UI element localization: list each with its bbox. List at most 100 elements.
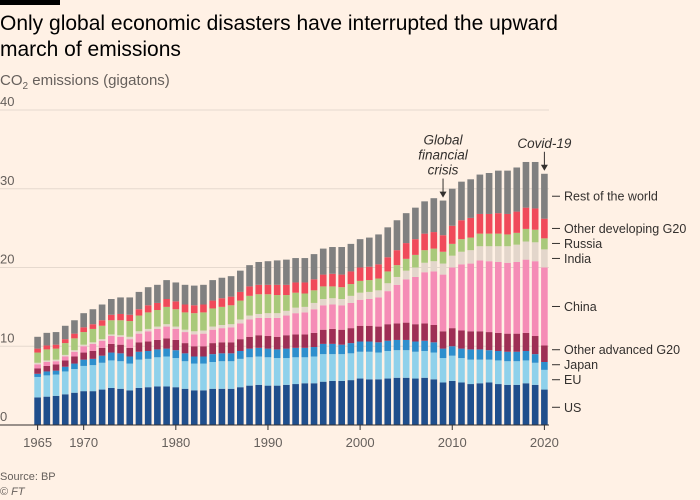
bar-segment (108, 360, 115, 388)
bar-segment (402, 322, 410, 340)
bar-segment (458, 220, 465, 240)
bar-segment (190, 356, 198, 364)
bar-segment (347, 271, 355, 285)
bar-segment (412, 267, 419, 277)
bar-segment (402, 258, 410, 271)
bar-segment (126, 314, 134, 322)
bar-segment (504, 384, 511, 425)
bar-segment (375, 290, 382, 298)
bar-segment (89, 342, 97, 344)
bar-segment (190, 305, 198, 314)
bar-segment (439, 274, 447, 332)
bar-segment (61, 354, 69, 357)
bar-segment (209, 343, 216, 355)
bar-segment (43, 371, 51, 376)
bar-segment (246, 265, 253, 287)
bar-segment (255, 335, 263, 348)
bar-segment (43, 365, 51, 372)
bar-segment (163, 306, 170, 325)
bar-segment (154, 284, 161, 303)
bar-segment (135, 359, 143, 388)
annotation-text: crisis (428, 163, 459, 178)
bar-segment (531, 242, 539, 262)
x-tick-label: 2020 (530, 435, 559, 450)
bar-segment (402, 377, 410, 425)
bar-segment (412, 351, 419, 379)
bar-segment (89, 324, 97, 329)
bar-segment (292, 357, 299, 385)
bar-segment (190, 346, 198, 357)
bar-segment (495, 246, 502, 262)
bar-segment (154, 339, 161, 350)
bar-segment (98, 320, 106, 326)
ft-top-bar (0, 0, 60, 5)
bar-segment (329, 247, 336, 274)
bar-segment (200, 363, 207, 391)
bar-segment (329, 286, 336, 299)
bar-segment (319, 354, 327, 382)
bar-segment (531, 362, 539, 385)
bar-segment (135, 387, 143, 425)
bar-segment (310, 302, 318, 310)
bar-segment (338, 287, 345, 299)
bar-segment (80, 344, 87, 347)
bar-segment (495, 261, 502, 333)
bar-segment (301, 293, 309, 307)
bar-segment (80, 327, 87, 333)
bar-segment (218, 342, 226, 354)
bar-segment (246, 286, 253, 296)
bar-segment (329, 354, 336, 381)
bar-segment (255, 284, 263, 295)
bar-segment (98, 389, 106, 425)
bar-segment (144, 350, 152, 359)
bar-segment (255, 261, 263, 285)
bar-segment (301, 306, 309, 313)
bar-segment (273, 358, 281, 386)
bar-segment (513, 333, 521, 352)
bar-segment (237, 387, 244, 425)
bar-segment (117, 353, 124, 362)
bar-segment (200, 312, 207, 331)
bar-segment (347, 328, 355, 344)
bar-segment (43, 360, 51, 362)
bar-segment (476, 331, 484, 350)
bar-segment (34, 368, 41, 374)
bar-segment (172, 350, 180, 359)
bar-segment (200, 304, 207, 313)
bar-segment (172, 309, 180, 327)
bar-segment (513, 232, 521, 245)
bar-segment (467, 359, 474, 385)
bar-segment (34, 362, 41, 365)
bar-segment (154, 326, 161, 329)
bar-segment (393, 377, 401, 425)
bar-segment (34, 373, 41, 377)
bar-segment (80, 332, 87, 345)
bar-segment (375, 278, 382, 291)
bar-segment (209, 280, 216, 301)
bar-segment (448, 255, 456, 268)
bar-segment (513, 244, 521, 262)
bar-segment (310, 290, 318, 303)
bar-segment (117, 297, 124, 314)
bar-segment (246, 336, 253, 349)
bar-segment (144, 328, 152, 332)
bar-segment (476, 233, 484, 247)
bar-segment (421, 262, 428, 273)
bar-segment (52, 364, 60, 371)
bar-segment (218, 298, 226, 307)
bar-segment (513, 384, 521, 425)
bar-segment (292, 258, 299, 283)
bar-segment (448, 225, 456, 244)
bar-segment (495, 213, 502, 234)
bar-segment (34, 376, 41, 398)
bar-segment (504, 361, 511, 385)
bar-segment (439, 331, 447, 349)
bar-segment (43, 349, 51, 361)
bar-segment (356, 378, 364, 425)
bar-segment (292, 292, 299, 308)
bar-segment (384, 340, 392, 351)
y-tick-label: 0 (0, 409, 7, 424)
bar-segment (126, 347, 134, 357)
series-label: Japan (564, 358, 598, 372)
bar-segment (430, 248, 438, 262)
